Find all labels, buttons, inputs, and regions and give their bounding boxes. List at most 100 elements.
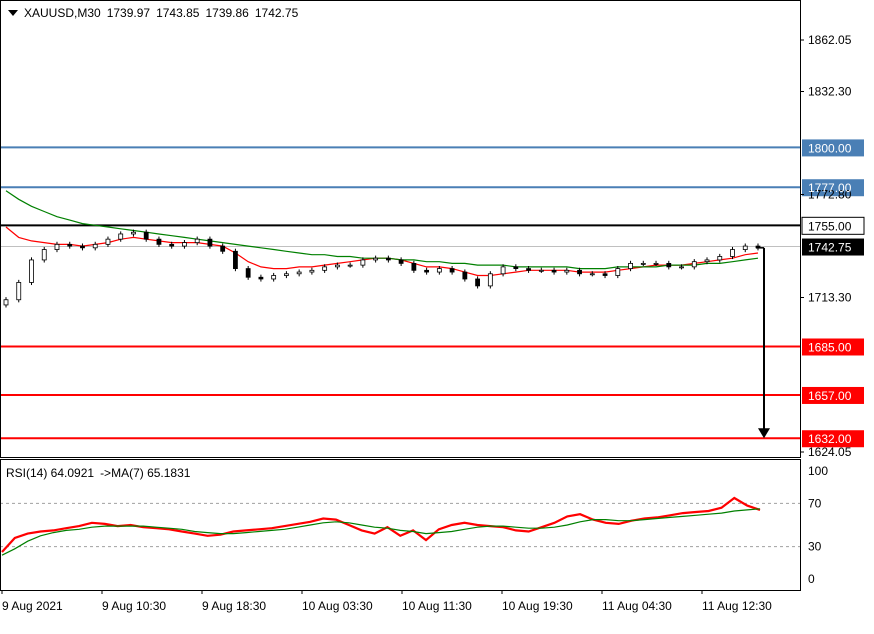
candle-body <box>360 259 366 266</box>
candle-body <box>704 259 710 263</box>
candle-body <box>284 273 289 276</box>
current-price-box <box>802 238 864 256</box>
rsi-ma-label: ->MA(7) 65.1831 <box>100 466 191 480</box>
candle-body <box>118 233 124 240</box>
target-arrow-head <box>758 428 770 439</box>
candle-body <box>717 256 723 261</box>
candle-body <box>513 266 519 269</box>
price-tick-label: 1624.05 <box>808 445 852 459</box>
candle-body <box>334 264 340 268</box>
candle-body <box>487 273 493 287</box>
candle-body <box>577 269 582 275</box>
candle-body <box>67 243 73 247</box>
x-tick-label: 9 Aug 18:30 <box>202 599 266 613</box>
candle-body <box>679 266 684 269</box>
candle-body <box>373 257 379 261</box>
rsi-tick-label: 0 <box>808 572 815 586</box>
candle-body <box>156 238 162 245</box>
candle-body <box>538 269 544 272</box>
candle-body <box>691 261 697 268</box>
candle-body <box>322 266 328 271</box>
collapse-triangle-icon[interactable] <box>8 10 18 16</box>
level-label-box <box>802 338 864 356</box>
rsi-header: RSI(14) 64.0921 ->MA(7) 65.1831 <box>6 466 190 480</box>
x-tick-label: 10 Aug 11:30 <box>402 599 472 613</box>
candle-body <box>245 268 251 278</box>
low-value: 1739.86 <box>205 6 249 20</box>
level-label-box <box>802 386 864 404</box>
candle-body <box>475 278 480 287</box>
candle-body <box>347 264 353 267</box>
candle-body <box>41 249 47 261</box>
x-tick-label: 11 Aug 12:30 <box>702 599 772 613</box>
candle-body <box>462 271 468 280</box>
rsi-tick-label: 30 <box>808 540 822 554</box>
x-tick-label: 10 Aug 03:30 <box>302 599 373 613</box>
level-label: 1632.00 <box>808 432 852 446</box>
candle-body <box>526 268 531 271</box>
candle-body <box>398 259 404 264</box>
rsi-ma-line <box>1 508 761 556</box>
candle-body <box>551 269 557 273</box>
price-panel-frame <box>0 0 801 458</box>
price-tick-label: 1832.30 <box>808 85 852 99</box>
x-tick-label: 11 Aug 04:30 <box>602 599 672 613</box>
candle-body <box>54 243 60 250</box>
candle-body <box>602 273 608 276</box>
level-label: 1800.00 <box>808 141 852 155</box>
candle-body <box>589 273 595 276</box>
symbol-label: XAUUSD,M30 <box>24 6 101 20</box>
level-label: 1657.00 <box>808 389 852 403</box>
rsi-label: RSI(14) 64.0921 <box>6 466 95 480</box>
price-tick-label: 1772.80 <box>808 188 852 202</box>
candle-body <box>182 242 187 247</box>
candle-body <box>29 259 34 283</box>
x-tick-label: 10 Aug 19:30 <box>502 599 573 613</box>
close-value: 1742.75 <box>254 6 299 20</box>
current-price-label: 1742.75 <box>808 241 852 255</box>
level-label: 1685.00 <box>808 340 852 354</box>
candle-body <box>449 268 455 273</box>
candle-body <box>143 231 149 240</box>
candle-body <box>220 245 226 252</box>
candle-body <box>730 249 735 257</box>
x-tick-label: 9 Aug 10:30 <box>102 599 166 613</box>
candle-body <box>296 271 302 275</box>
price-tick-label: 1713.30 <box>808 291 852 305</box>
candle-body <box>258 276 264 280</box>
candle-body <box>207 238 213 247</box>
candle-body <box>640 262 646 265</box>
candle-body <box>3 299 9 306</box>
candle-body <box>742 245 748 250</box>
price-tick-label: 1862.05 <box>808 33 852 47</box>
open-value: 1739.97 <box>106 6 151 20</box>
candle-body <box>385 257 391 261</box>
candle-body <box>653 262 659 265</box>
level-label-box <box>802 179 864 197</box>
candle-body <box>666 262 672 268</box>
candle-body <box>500 266 506 275</box>
candle-body <box>105 238 111 245</box>
candle-body <box>169 243 175 247</box>
candle-body <box>436 268 442 273</box>
rsi-tick-label: 70 <box>808 496 822 510</box>
candle-body <box>131 231 136 235</box>
candle-body <box>424 269 430 273</box>
candle-body <box>16 282 22 301</box>
rsi-tick-label: 100 <box>808 464 828 478</box>
candle-body <box>628 262 633 269</box>
candle-body <box>411 262 417 271</box>
candle-body <box>80 245 85 249</box>
candle-body <box>271 275 277 280</box>
level-label: 1755.00 <box>808 219 852 233</box>
x-tick-label: 9 Aug 2021 <box>2 599 63 613</box>
level-label-box <box>802 430 864 448</box>
high-value: 1743.85 <box>156 6 200 20</box>
candle-body <box>564 269 570 273</box>
level-label-box <box>801 216 865 235</box>
level-label: 1777.00 <box>808 181 852 195</box>
candle-body <box>309 269 315 273</box>
symbol-header: XAUUSD,M30 1739.97 1743.85 1739.86 1742.75 <box>8 6 298 20</box>
